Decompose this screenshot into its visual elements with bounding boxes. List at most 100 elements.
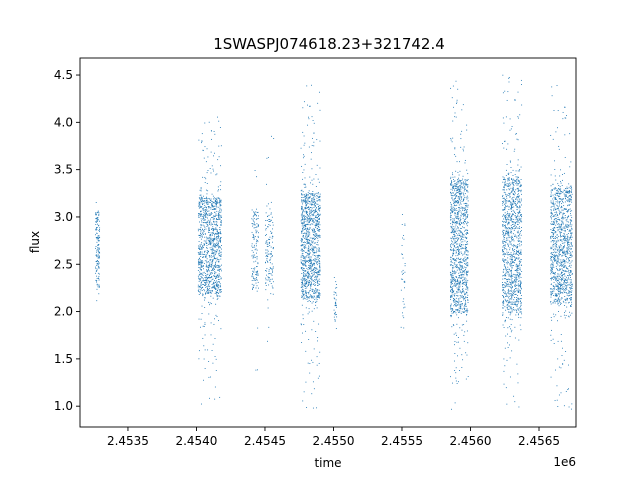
data-point: [464, 331, 466, 333]
data-point: [464, 308, 466, 309]
data-point: [459, 311, 461, 313]
data-point: [216, 266, 218, 268]
data-point: [455, 196, 457, 198]
data-point: [216, 197, 218, 199]
data-point: [305, 274, 307, 276]
data-point: [307, 277, 309, 279]
data-point: [95, 246, 97, 248]
data-point: [266, 183, 267, 185]
data-point: [309, 197, 310, 199]
data-point: [520, 317, 522, 319]
data-point: [312, 284, 314, 285]
data-point: [201, 261, 203, 263]
data-point: [216, 295, 218, 297]
data-point: [460, 186, 462, 188]
data-point: [305, 256, 307, 258]
data-point: [307, 231, 309, 233]
data-point: [450, 256, 452, 258]
data-point: [317, 280, 319, 282]
data-point: [511, 206, 512, 207]
data-point: [505, 202, 506, 204]
data-point: [458, 307, 460, 309]
data-point: [307, 277, 309, 278]
data-point: [511, 276, 513, 278]
data-point: [512, 189, 514, 191]
data-point: [309, 234, 311, 236]
data-point: [520, 309, 522, 311]
data-point: [520, 277, 522, 278]
data-point: [465, 278, 467, 280]
data-point: [203, 215, 205, 217]
data-point: [455, 281, 457, 283]
data-point: [334, 318, 336, 320]
data-point: [305, 224, 307, 226]
data-point: [303, 199, 305, 201]
data-point: [450, 298, 452, 300]
data-point: [315, 209, 317, 211]
data-point: [218, 247, 220, 249]
data-point: [313, 214, 315, 216]
data-point: [202, 293, 204, 295]
data-point: [257, 241, 259, 243]
data-point: [504, 321, 506, 323]
data-point: [514, 148, 516, 150]
data-point: [318, 222, 320, 224]
data-point: [203, 200, 204, 202]
data-point: [216, 249, 218, 251]
data-point: [450, 256, 451, 258]
data-point: [214, 199, 216, 201]
data-point: [197, 284, 199, 286]
data-point: [302, 230, 304, 232]
data-point: [265, 220, 267, 221]
data-point: [505, 220, 507, 222]
data-point: [518, 257, 520, 259]
data-point: [96, 262, 98, 264]
data-point: [510, 286, 512, 288]
data-point: [313, 270, 315, 272]
data-point: [214, 215, 216, 217]
data-point: [265, 289, 267, 291]
data-point: [511, 297, 513, 299]
data-point: [203, 251, 205, 253]
data-point: [460, 193, 462, 195]
data-point: [205, 161, 207, 163]
data-point: [507, 239, 509, 241]
data-point: [268, 284, 270, 286]
data-point: [308, 245, 310, 247]
data-point: [312, 254, 314, 256]
data-point: [307, 227, 309, 229]
data-point: [310, 278, 312, 280]
data-point: [461, 266, 462, 268]
data-point: [255, 211, 257, 213]
data-point: [510, 231, 512, 233]
data-point: [335, 292, 337, 294]
data-point: [256, 279, 258, 281]
data-point: [505, 296, 507, 297]
data-point: [403, 281, 405, 283]
data-point: [463, 195, 465, 197]
data-point: [301, 216, 303, 218]
data-point: [315, 275, 317, 277]
data-point: [517, 201, 519, 203]
data-point: [452, 275, 454, 277]
data-point: [457, 301, 459, 303]
data-point: [515, 276, 517, 278]
data-point: [519, 181, 521, 183]
data-point: [517, 235, 519, 237]
data-point: [517, 170, 519, 172]
data-point: [309, 214, 310, 216]
data-point: [503, 244, 505, 246]
data-point: [520, 220, 522, 222]
data-point: [205, 292, 207, 294]
data-point: [309, 263, 311, 265]
data-point: [458, 269, 460, 271]
data-point: [309, 209, 311, 211]
data-point: [504, 241, 506, 243]
data-point: [205, 293, 206, 295]
data-point: [512, 237, 513, 238]
data-point: [97, 212, 98, 214]
data-point: [461, 272, 463, 273]
data-point: [216, 224, 218, 226]
data-point: [304, 236, 306, 238]
data-point: [554, 160, 555, 162]
